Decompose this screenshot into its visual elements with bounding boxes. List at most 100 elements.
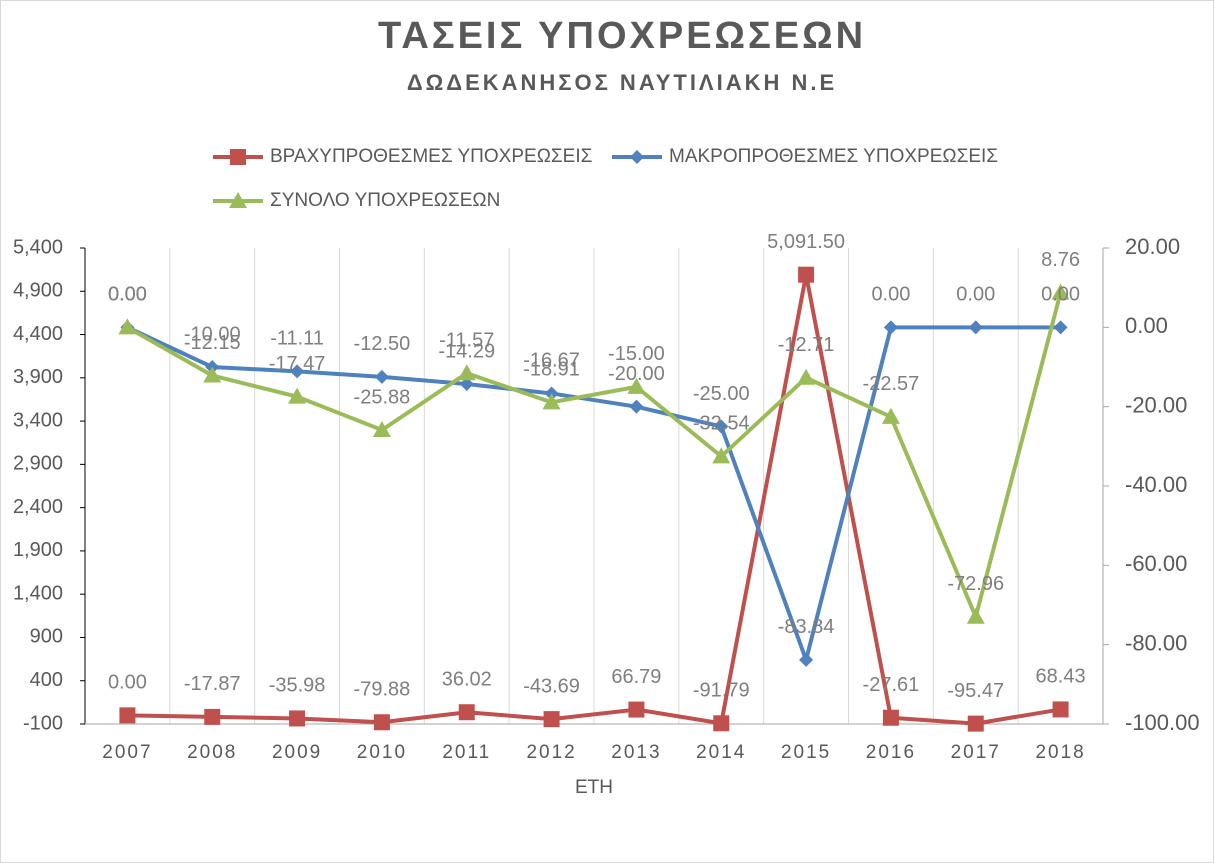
y2-tick-label: -60.00: [1125, 551, 1187, 576]
data-label: 68.43: [1036, 666, 1086, 688]
data-label: 0.00: [108, 284, 147, 306]
marker: [229, 192, 247, 208]
series-line: [126, 325, 1061, 667]
x-tick-label: 2012: [526, 742, 576, 763]
y2-tick-label: -100.00: [1125, 710, 1200, 735]
data-label: 8.76: [1041, 249, 1080, 271]
marker: [629, 399, 644, 414]
data-label: -10.00: [184, 323, 241, 345]
marker: [1052, 701, 1069, 718]
data-label: 0.00: [108, 672, 147, 694]
data-label: -79.88: [354, 679, 411, 701]
data-label: 5,091.50: [767, 231, 845, 253]
data-label: 0.00: [871, 284, 910, 306]
marker: [966, 607, 985, 624]
data-label: -11.57: [439, 330, 494, 352]
series-line: [127, 274, 1061, 726]
x-tick-label: 2017: [951, 742, 1001, 763]
legend-label: ΒΡΑΧΥΠΡΟΘΕΣΜΕΣ ΥΠΟΧΡΕΩΣΕΙΣ: [270, 146, 592, 167]
data-label: -16.67: [523, 350, 580, 372]
data-label: -14.29: [438, 340, 495, 362]
marker: [542, 393, 561, 410]
y-tick-label: 2,900: [13, 453, 63, 475]
marker: [288, 387, 307, 404]
legend-label: ΜΑΚΡΟΠΡΟΘΕΣΜΕΣ ΥΠΟΧΡΕΩΣΕΙΣ: [669, 146, 998, 167]
x-axis-label: ΕΤΗ: [575, 777, 613, 798]
x-tick-label: 2013: [611, 742, 661, 763]
chart-subtitle: ΔΩΔΕΚΑΝΗΣΟΣ ΝΑΥΤΙΛΙΑΚΗ Ν.Ε: [407, 70, 837, 95]
data-label: -18.91: [523, 359, 580, 381]
marker: [798, 266, 815, 283]
marker: [290, 364, 305, 379]
marker: [713, 715, 730, 732]
x-tick-label: 2011: [442, 742, 491, 763]
y2-tick-label: 20.00: [1125, 234, 1180, 259]
data-label: -12.50: [354, 333, 411, 355]
marker: [372, 420, 391, 437]
y-tick-label: 3,400: [13, 409, 63, 431]
y-tick-label: 1,400: [13, 582, 63, 604]
marker: [1051, 283, 1070, 300]
y-tick-label: 5,400: [13, 236, 63, 258]
marker: [204, 708, 221, 725]
marker: [373, 714, 390, 731]
y-tick-label: 4,400: [13, 323, 63, 345]
marker: [630, 150, 644, 164]
marker: [714, 419, 729, 434]
x-tick-label: 2014: [696, 742, 746, 763]
data-label: 36.02: [442, 669, 492, 691]
marker: [543, 711, 560, 728]
data-label: -25.88: [354, 386, 411, 408]
data-label: -12.15: [184, 332, 241, 354]
data-label: -43.69: [523, 675, 580, 697]
data-label: -27.61: [863, 674, 920, 696]
marker: [628, 701, 645, 718]
series-line: [126, 292, 1063, 623]
marker: [883, 320, 898, 335]
data-label: 66.79: [611, 666, 661, 688]
marker: [119, 707, 136, 724]
data-label: -32.54: [693, 413, 750, 435]
data-label: 0.00: [1041, 284, 1080, 306]
data-label: -22.57: [863, 373, 920, 395]
data-label: -15.00: [608, 343, 665, 365]
y-tick-label: 1,900: [13, 539, 63, 561]
y2-tick-label: -20.00: [1125, 392, 1187, 417]
y-tick-label: 2,400: [13, 496, 63, 518]
marker: [882, 709, 899, 726]
marker: [968, 320, 983, 335]
y-tick-label: 4,900: [13, 280, 63, 302]
data-label: -35.98: [269, 675, 326, 697]
y-tick-label: 900: [30, 626, 63, 648]
data-label: -12.71: [778, 334, 835, 356]
data-label: -72.96: [947, 573, 1004, 595]
marker: [457, 364, 476, 381]
data-label: -17.87: [184, 673, 241, 695]
marker: [1053, 320, 1068, 335]
marker: [627, 377, 646, 394]
x-tick-label: 2016: [866, 742, 916, 763]
marker: [458, 704, 475, 721]
x-tick-label: 2015: [781, 742, 831, 763]
x-tick-label: 2007: [102, 742, 152, 763]
data-label: -95.47: [947, 680, 1004, 702]
legend-label: ΣΥΝΟΛΟ ΥΠΟΧΡΕΩΣΕΩΝ: [270, 190, 500, 211]
marker: [459, 377, 474, 392]
y2-tick-label: 0.00: [1125, 313, 1168, 338]
data-label: 0.00: [108, 284, 147, 306]
chart-title: ΤΑΣΕΙΣ ΥΠΟΧΡΕΩΣΕΩΝ: [378, 15, 866, 57]
marker: [712, 447, 731, 464]
marker: [203, 366, 222, 383]
data-label: -91.79: [693, 680, 750, 702]
marker: [797, 368, 816, 385]
marker: [799, 652, 814, 667]
marker: [230, 149, 246, 165]
data-label: -20.00: [608, 363, 665, 385]
marker: [118, 318, 137, 335]
data-label: -83.84: [778, 616, 835, 638]
x-tick-label: 2008: [187, 742, 237, 763]
x-tick-label: 2018: [1035, 742, 1085, 763]
y-tick-label: 400: [30, 669, 63, 691]
